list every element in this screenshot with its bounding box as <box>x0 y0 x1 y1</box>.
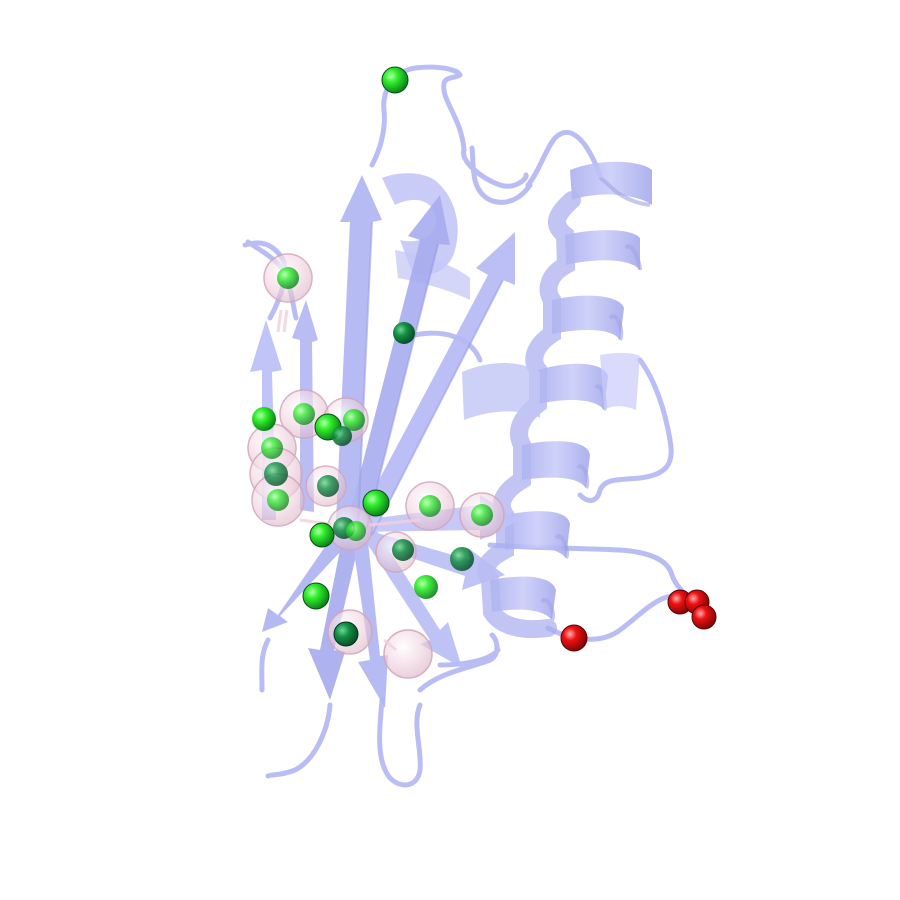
green-atom-spheres <box>252 66 493 647</box>
red-atom-spheres <box>560 589 717 652</box>
